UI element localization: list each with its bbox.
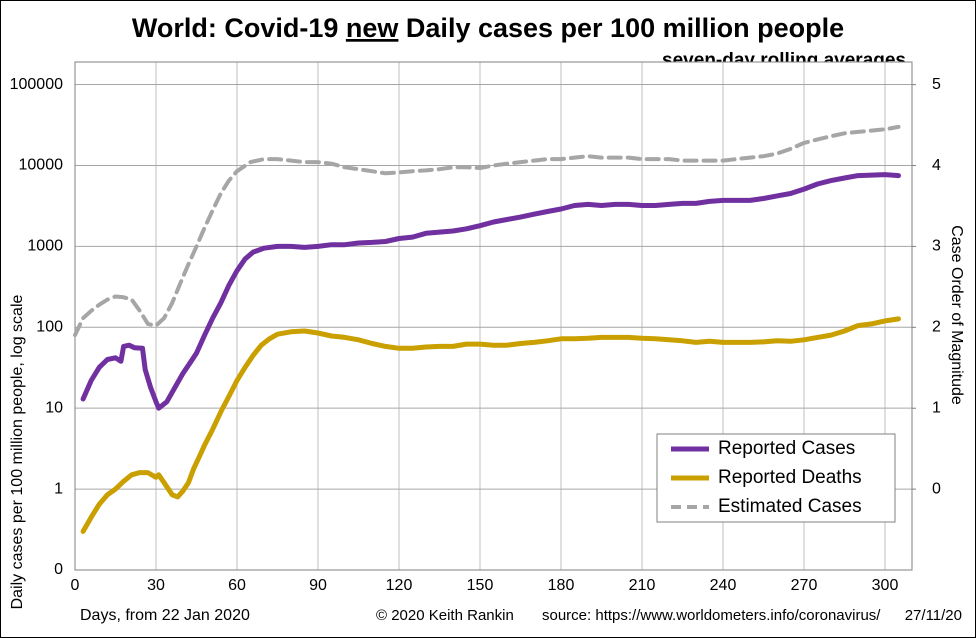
x-tick-label: 300 — [872, 577, 899, 594]
y-axis-label: Daily cases per 100 million people, log … — [9, 294, 26, 609]
y2-axis-label: Case Order of Magnitude — [948, 225, 965, 405]
x-tick-label: 180 — [548, 577, 575, 594]
series-line — [80, 316, 901, 534]
x-axis-label: Days, from 22 Jan 2020 — [80, 607, 250, 624]
plot-frame — [74, 61, 913, 571]
x-tick-label: 30 — [147, 577, 165, 594]
y-tick-label: 1000 — [27, 238, 63, 255]
footer-source: source: https://www.worldometers.info/co… — [542, 607, 881, 624]
y2-tick-label: 2 — [932, 319, 941, 336]
legend-label: Reported Deaths — [718, 467, 862, 488]
series-line — [80, 172, 901, 411]
legend: Reported Cases Reported Deaths Estimated C… — [656, 433, 896, 523]
y-tick-label: 10000 — [19, 157, 64, 174]
legend-label: Estimated Cases — [718, 496, 862, 517]
x-tick-label: 270 — [791, 577, 818, 594]
x-tick-label: 90 — [309, 577, 327, 594]
y2-tick-label: 0 — [932, 480, 941, 497]
x-tick-label: 60 — [228, 577, 246, 594]
title-part: World: Covid-19 — [132, 13, 339, 43]
x-tick-label: 120 — [386, 577, 413, 594]
title-emphasis: new — [346, 13, 400, 43]
x-tick-label: 0 — [71, 577, 80, 594]
footer-date: 27/11/20 — [905, 607, 962, 624]
y-tick-label: 100000 — [10, 76, 63, 93]
title-part: Daily cases per 100 million people — [406, 13, 844, 43]
x-tick-label: 240 — [710, 577, 737, 594]
x-tick-label: 150 — [467, 577, 494, 594]
chart-title: World: Covid-19 new Daily cases per 100 … — [132, 13, 844, 43]
y2-tick-label: 5 — [932, 76, 941, 93]
x-tick-label: 210 — [629, 577, 656, 594]
y-tick-label: 1 — [54, 480, 63, 497]
legend-label: Reported Cases — [718, 438, 855, 459]
series-line — [73, 124, 901, 338]
y-tick-label: 10 — [45, 399, 63, 416]
y-tick-label: 0 — [54, 561, 63, 578]
y2-tick-label: 1 — [932, 399, 941, 416]
y2-tick-label: 3 — [932, 238, 941, 255]
plot-lines — [73, 124, 901, 534]
y2-tick-label: 4 — [932, 157, 941, 174]
y-tick-label: 100 — [36, 318, 63, 335]
footer-credit: © 2020 Keith Rankin — [376, 607, 514, 624]
